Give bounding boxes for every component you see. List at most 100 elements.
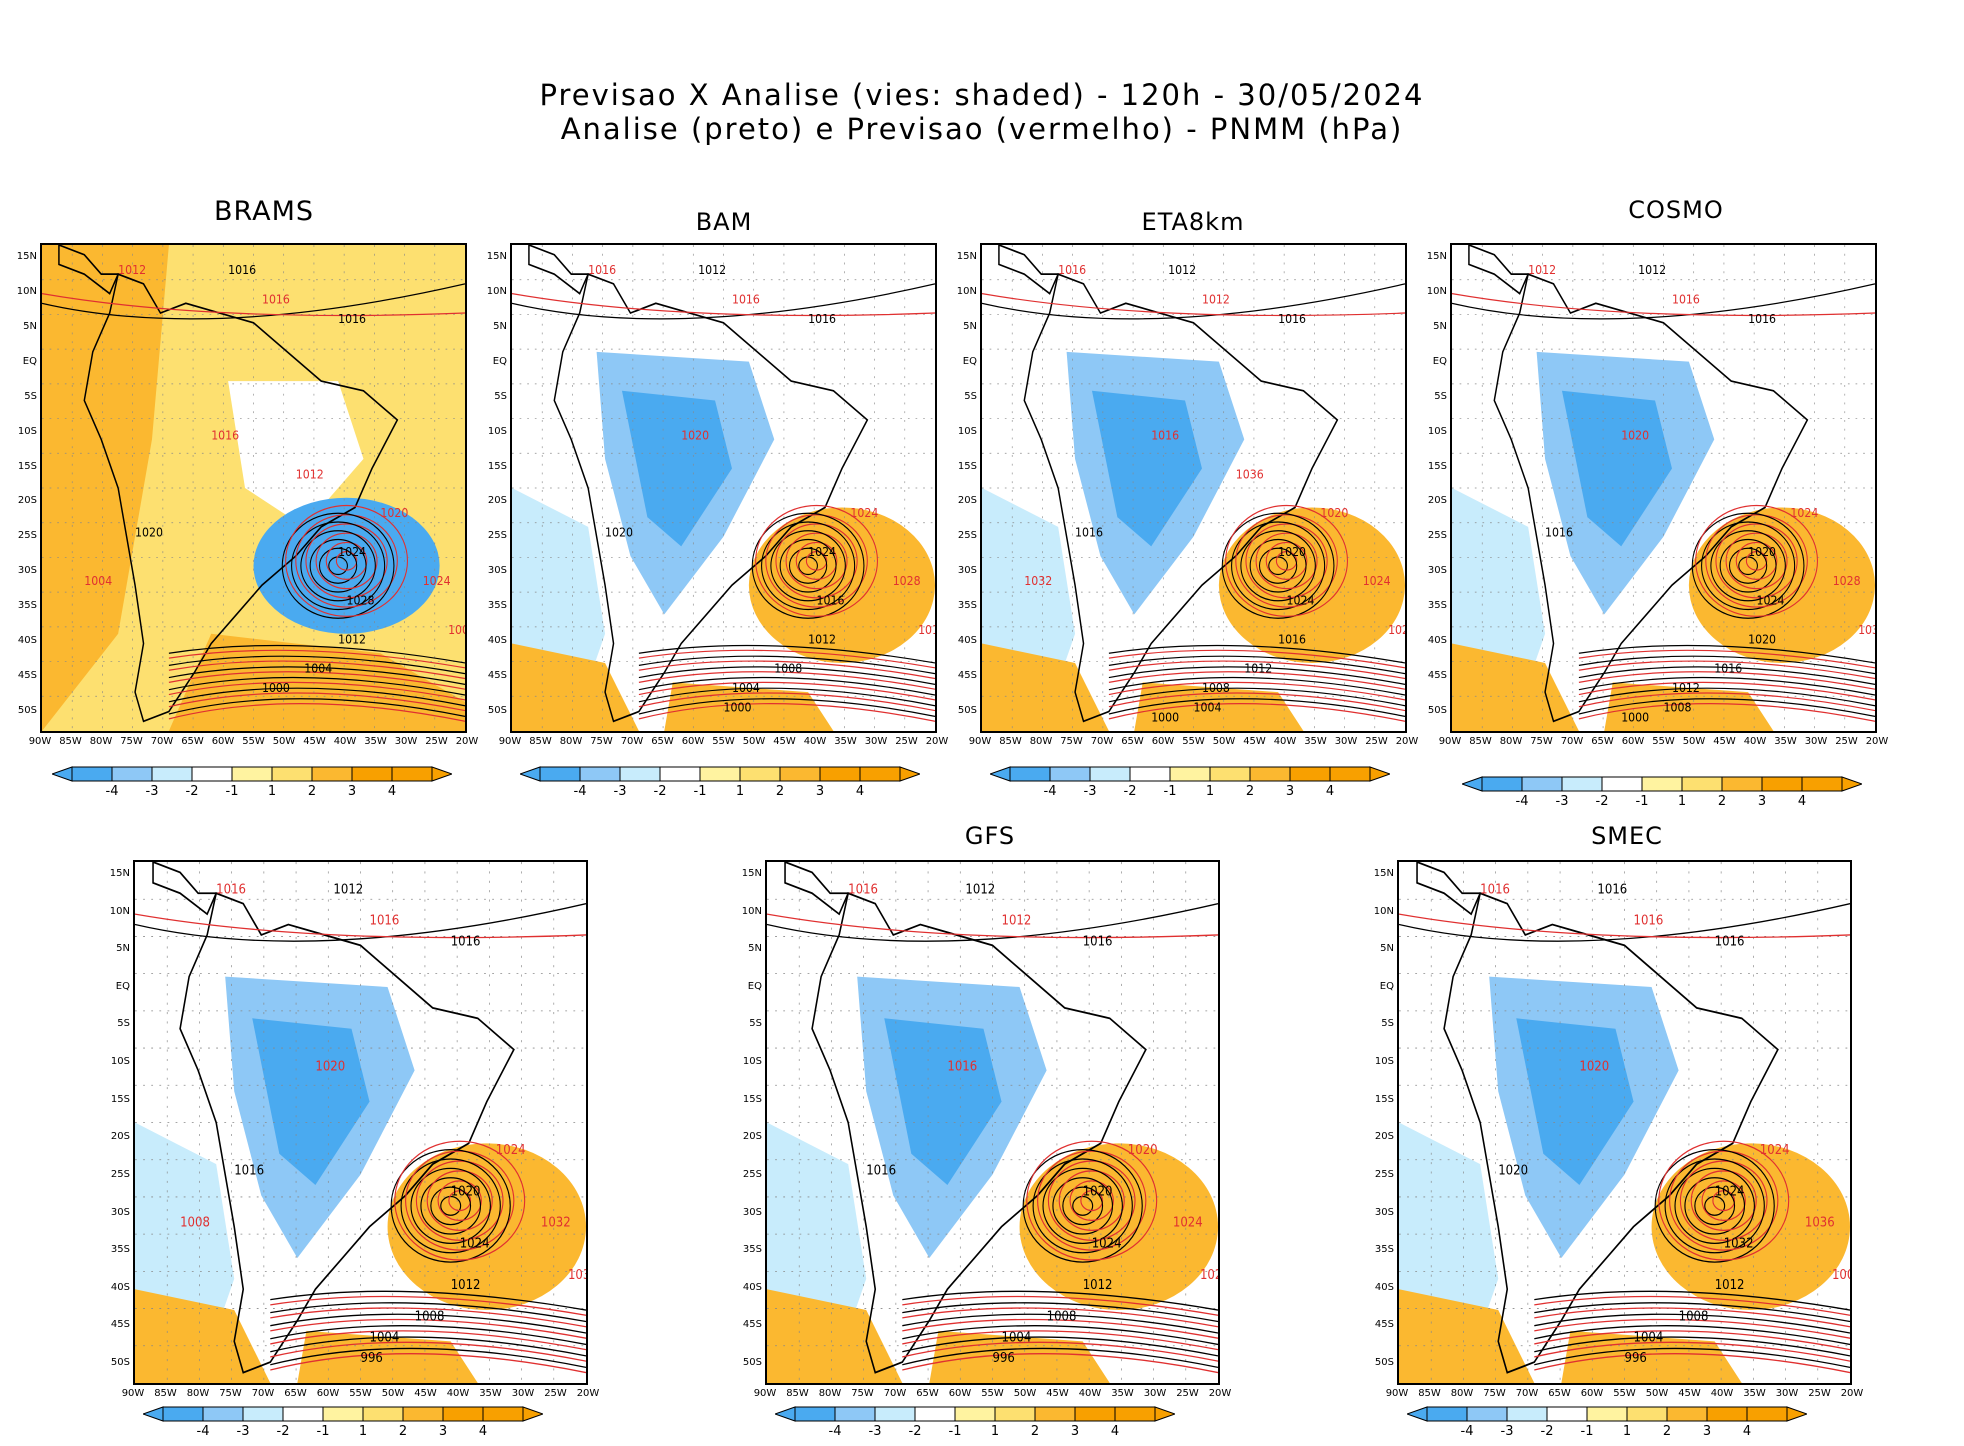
longitude-label: 25W <box>544 1388 567 1399</box>
colorbar-label: -2 <box>1540 1424 1554 1439</box>
longitude-label: 50W <box>272 736 296 747</box>
forecast-isobar-label: 1004 <box>84 573 112 588</box>
forecast-isobar <box>1712 1190 1736 1212</box>
colorbar-label: -1 <box>1635 794 1649 809</box>
forecast-isobar-label: 1008 <box>448 622 465 637</box>
longitude-label: 35W <box>1743 1388 1766 1399</box>
latitude-label: EQ <box>22 355 37 367</box>
analysis-isobar <box>798 556 818 576</box>
colorbar-segment <box>191 766 233 782</box>
forecast-isobar <box>638 671 935 690</box>
analysis-isobar <box>309 538 367 593</box>
forecast-isobar <box>1108 671 1405 690</box>
longitude-label: 40W <box>1273 736 1297 747</box>
latitude-label: 5S <box>24 390 37 402</box>
colorbar-segment <box>579 766 621 782</box>
forecast-isobar <box>168 671 465 690</box>
analysis-isobar <box>1704 1195 1726 1216</box>
colorbar-label: 4 <box>1110 1424 1120 1439</box>
forecast-isobar <box>270 1353 586 1374</box>
forecast-isobar <box>902 1295 1218 1316</box>
analysis-isobar <box>638 666 935 685</box>
latitude-label: 25S <box>1374 1168 1394 1180</box>
forecast-isobar-label: 1016 <box>732 292 760 307</box>
colorbar-segment <box>1466 1406 1508 1422</box>
analysis-isobar-label: 1012 <box>1715 1276 1745 1292</box>
map-panel: 1016 1016 1020 1024 1028 1012 1004 1000 1012 1016… <box>40 243 467 733</box>
analysis-isobar <box>1694 1186 1736 1226</box>
forecast-isobar <box>638 703 935 722</box>
forecast-isobar <box>1255 532 1318 590</box>
colorbar-label: -3 <box>145 784 159 799</box>
longitude-label: 75W <box>120 736 143 747</box>
colorbar: -4 -3 -2 -1 1 2 3 4 <box>1462 776 1862 816</box>
analysis-isobar <box>281 512 395 619</box>
map-panel: 1016 1016 1020 1024 1032 1012 1008 1004 996 1016 1… <box>1397 860 1852 1385</box>
analysis-isobar-label: 1000 <box>1621 710 1649 725</box>
latitude-label: 5N <box>1433 320 1447 332</box>
colorbar-segment <box>402 1406 444 1422</box>
longitude-label: 45W <box>414 1388 437 1399</box>
analysis-isobar <box>751 512 865 619</box>
analysis-isobar <box>135 903 586 942</box>
analysis-isobar <box>1578 655 1875 675</box>
analysis-isobar <box>42 283 465 320</box>
latitude-label: 15N <box>1426 251 1447 262</box>
latitude-label: 45S <box>1374 1319 1394 1331</box>
analysis-isobar-label: 1024 <box>1092 1235 1122 1251</box>
panel-title: BRAMS <box>213 196 315 227</box>
longitude-label: 60W <box>316 1388 340 1399</box>
bias-neutral <box>228 381 364 527</box>
analysis-isobar-label: 1016 <box>338 311 366 326</box>
colorbar-label: 4 <box>478 1424 488 1439</box>
forecast-isobar-label: 1016 <box>370 912 400 928</box>
longitude-label: 85W <box>529 736 552 747</box>
longitude-label: 80W <box>1450 1388 1474 1399</box>
colorbar-segment <box>322 1406 364 1422</box>
latitude-label: 15N <box>956 251 977 262</box>
forecast-isobar <box>270 1318 586 1339</box>
colorbar-arrow-left <box>990 766 1011 782</box>
analysis-isobar-label: 1004 <box>1634 1328 1664 1344</box>
analysis-isobar-label: 1032 <box>1724 1235 1754 1251</box>
forecast-isobar-label: 1016 <box>216 880 246 896</box>
longitude-label: 70W <box>251 1388 275 1399</box>
analysis-isobar <box>1674 1167 1755 1245</box>
bias-shading-cold <box>253 497 440 634</box>
latitude-label: 50S <box>110 1357 130 1368</box>
colorbar-label: -2 <box>276 1424 290 1439</box>
longitude-label: 70W <box>1560 736 1584 747</box>
colorbar-label: 3 <box>1702 1424 1712 1439</box>
panel-title: BAM <box>695 208 753 236</box>
latitude-label: 45S <box>110 1319 130 1331</box>
longitude-label: 75W <box>1060 736 1083 747</box>
analysis-isobar-label: 1016 <box>817 593 845 608</box>
longitude-label: 80W <box>1499 736 1523 747</box>
forecast-isobar-label: 1012 <box>1528 262 1556 277</box>
analysis-isobar-label: 996 <box>1625 1349 1647 1365</box>
bias-shading-strong-cold <box>252 1018 370 1186</box>
forecast-isobar <box>315 532 378 590</box>
colorbar-label: 3 <box>1285 784 1295 799</box>
analysis-isobar <box>1042 1167 1123 1245</box>
analysis-isobar-label: 1020 <box>135 525 163 540</box>
forecast-isobar <box>1108 703 1405 722</box>
forecast-isobar-label: 1012 <box>1202 292 1230 307</box>
analysis-isobar <box>779 538 837 593</box>
map-canvas: 1012 1016 1016 1020 1024 1016 1012 1008 1004 1000… <box>982 245 1405 731</box>
colorbar-segment <box>1561 776 1603 792</box>
longitude-label: 60W <box>211 736 235 747</box>
latitude-label: 35S <box>17 600 37 612</box>
colorbar-label: -3 <box>1500 1424 1514 1439</box>
analysis-isobar-label: 1016 <box>808 311 836 326</box>
longitude-label: 45W <box>1243 736 1266 747</box>
analysis-isobar-label: 1016 <box>1597 880 1627 896</box>
colorbar-segment <box>1289 766 1331 782</box>
coastline <box>811 892 1147 1374</box>
latitude-label: 5S <box>749 1018 762 1030</box>
map-canvas: 1016 1016 1020 1024 1032 1012 1008 1004 996 1016 1… <box>1399 862 1850 1383</box>
colorbar-label: -2 <box>185 784 199 799</box>
longitude-label: 35W <box>1111 1388 1134 1399</box>
longitude-label: 30W <box>864 736 888 747</box>
longitude-label: 55W <box>1182 736 1205 747</box>
